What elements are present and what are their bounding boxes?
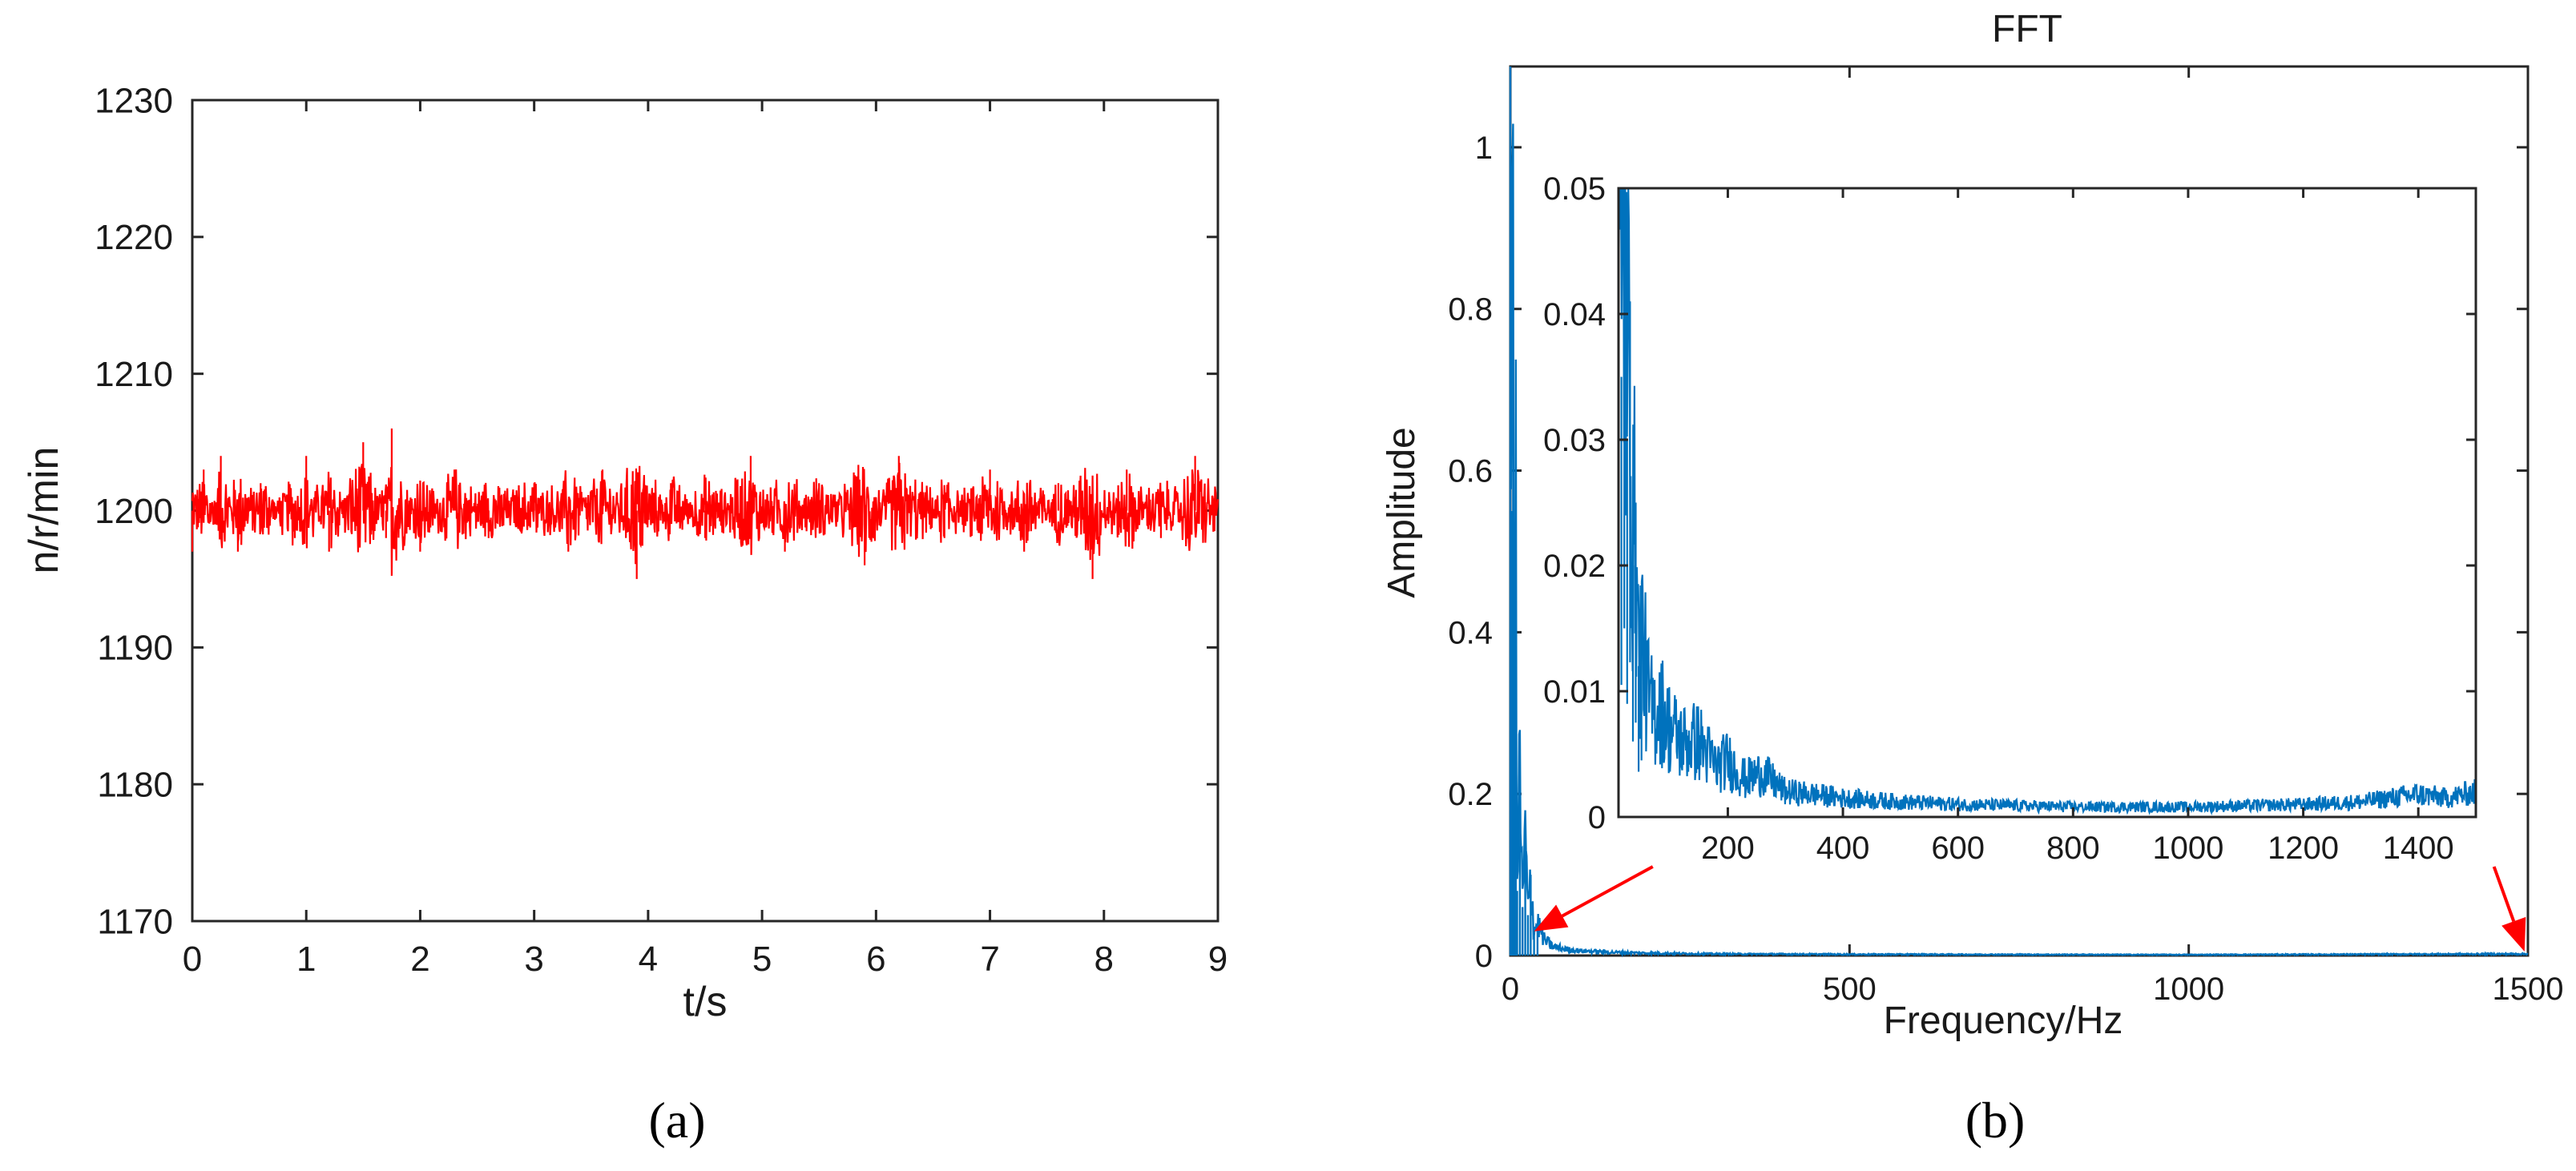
panel-b-inset: 200 400 600 800 1000 1200 1400 0 0.01 0.02 0.03 0.0…	[1543, 171, 2477, 866]
x-tick-label: 0	[1502, 972, 1519, 1007]
y-tick-label: 0.01	[1543, 674, 1606, 710]
y-tick-label: 0	[1475, 939, 1493, 974]
y-tick-label: 0.02	[1543, 549, 1606, 584]
x-tick-label: 600	[1931, 831, 1985, 866]
panel-b-annotations	[1534, 865, 2526, 952]
panel-b-ylabel: Amplitude	[1381, 427, 1423, 598]
x-tick-label: 800	[2046, 831, 2100, 866]
arrow-head	[1534, 904, 1569, 932]
panel-a-ylabel: n/r/min	[21, 447, 67, 574]
panel-b-xlabel: Frequency/Hz	[1884, 1000, 2123, 1042]
panel-a-ticks: 0 1 2 3 4 5 6 7 8 9 1170 1180 1190 1200 1210 1220 1230	[95, 81, 1228, 979]
x-tick-label: 1500	[2493, 972, 2564, 1007]
panel-b-series	[1509, 66, 2529, 958]
panel-a-chart: 0 1 2 3 4 5 6 7 8 9 1170 1180 1190 1200 1210 1220 1230 t…	[21, 81, 1228, 1149]
y-tick-label: 1220	[95, 218, 173, 257]
panel-b-chart: FFT 0 500 1000 1500 0 0.2 0.4 0.6 0.8 1 200 400 600…	[1381, 8, 2563, 1149]
x-tick-label: 4	[639, 940, 658, 979]
x-tick-label: 5	[752, 940, 772, 979]
y-tick-label: 1210	[95, 355, 173, 394]
x-tick-label: 1	[296, 940, 316, 979]
speed-series-line	[191, 429, 1219, 579]
y-tick-label: 1	[1475, 131, 1493, 166]
panel-b-title: FFT	[1992, 8, 2062, 50]
fft-series-line	[1509, 66, 2529, 958]
panel-a-label: (a)	[648, 1092, 705, 1149]
x-tick-label: 1200	[2268, 831, 2339, 866]
x-tick-label: 500	[1823, 972, 1877, 1007]
red-arrow	[1534, 865, 1654, 932]
x-tick-label: 200	[1701, 831, 1755, 866]
y-tick-label: 1180	[97, 766, 173, 805]
x-tick-label: 0	[183, 940, 202, 979]
y-tick-label: 0.05	[1543, 171, 1606, 207]
x-tick-label: 2	[410, 940, 429, 979]
y-tick-label: 0.8	[1448, 292, 1493, 328]
x-tick-label: 6	[866, 940, 885, 979]
x-tick-label: 8	[1094, 940, 1114, 979]
y-tick-label: 0.03	[1543, 423, 1606, 458]
panel-b-label: (b)	[1965, 1092, 2026, 1149]
y-tick-label: 1200	[95, 492, 173, 531]
y-tick-label: 0.6	[1448, 454, 1493, 489]
x-tick-label: 3	[524, 940, 543, 979]
panel-b-ticks: 0 500 1000 1500 0 0.2 0.4 0.6 0.8 1	[1448, 66, 2563, 1007]
panel-a-series	[191, 429, 1219, 579]
x-tick-label: 1400	[2383, 831, 2454, 866]
inset-ticks: 200 400 600 800 1000 1200 1400 0 0.01 0.02 0.03 0.0…	[1543, 171, 2476, 866]
y-tick-label: 0.04	[1543, 297, 1606, 332]
arrow-shaft	[1561, 865, 1654, 918]
y-tick-label: 0.4	[1448, 615, 1493, 650]
y-tick-label: 1190	[97, 629, 173, 668]
y-tick-label: 0.2	[1448, 777, 1493, 812]
inset-background	[1619, 188, 2476, 817]
y-tick-label: 1170	[97, 902, 173, 941]
y-tick-label: 0	[1588, 800, 1606, 835]
x-tick-label: 9	[1208, 940, 1228, 979]
x-tick-label: 400	[1816, 831, 1870, 866]
panel-a-xlabel: t/s	[683, 979, 728, 1025]
arrow-head	[2501, 916, 2526, 952]
arrow-shaft	[2492, 866, 2516, 922]
x-tick-label: 1000	[2152, 831, 2223, 866]
x-tick-label: 7	[980, 940, 999, 979]
y-tick-label: 1230	[95, 81, 173, 120]
inset-frame	[1617, 187, 2477, 819]
x-tick-label: 1000	[2153, 972, 2224, 1007]
red-arrow	[2492, 866, 2526, 952]
